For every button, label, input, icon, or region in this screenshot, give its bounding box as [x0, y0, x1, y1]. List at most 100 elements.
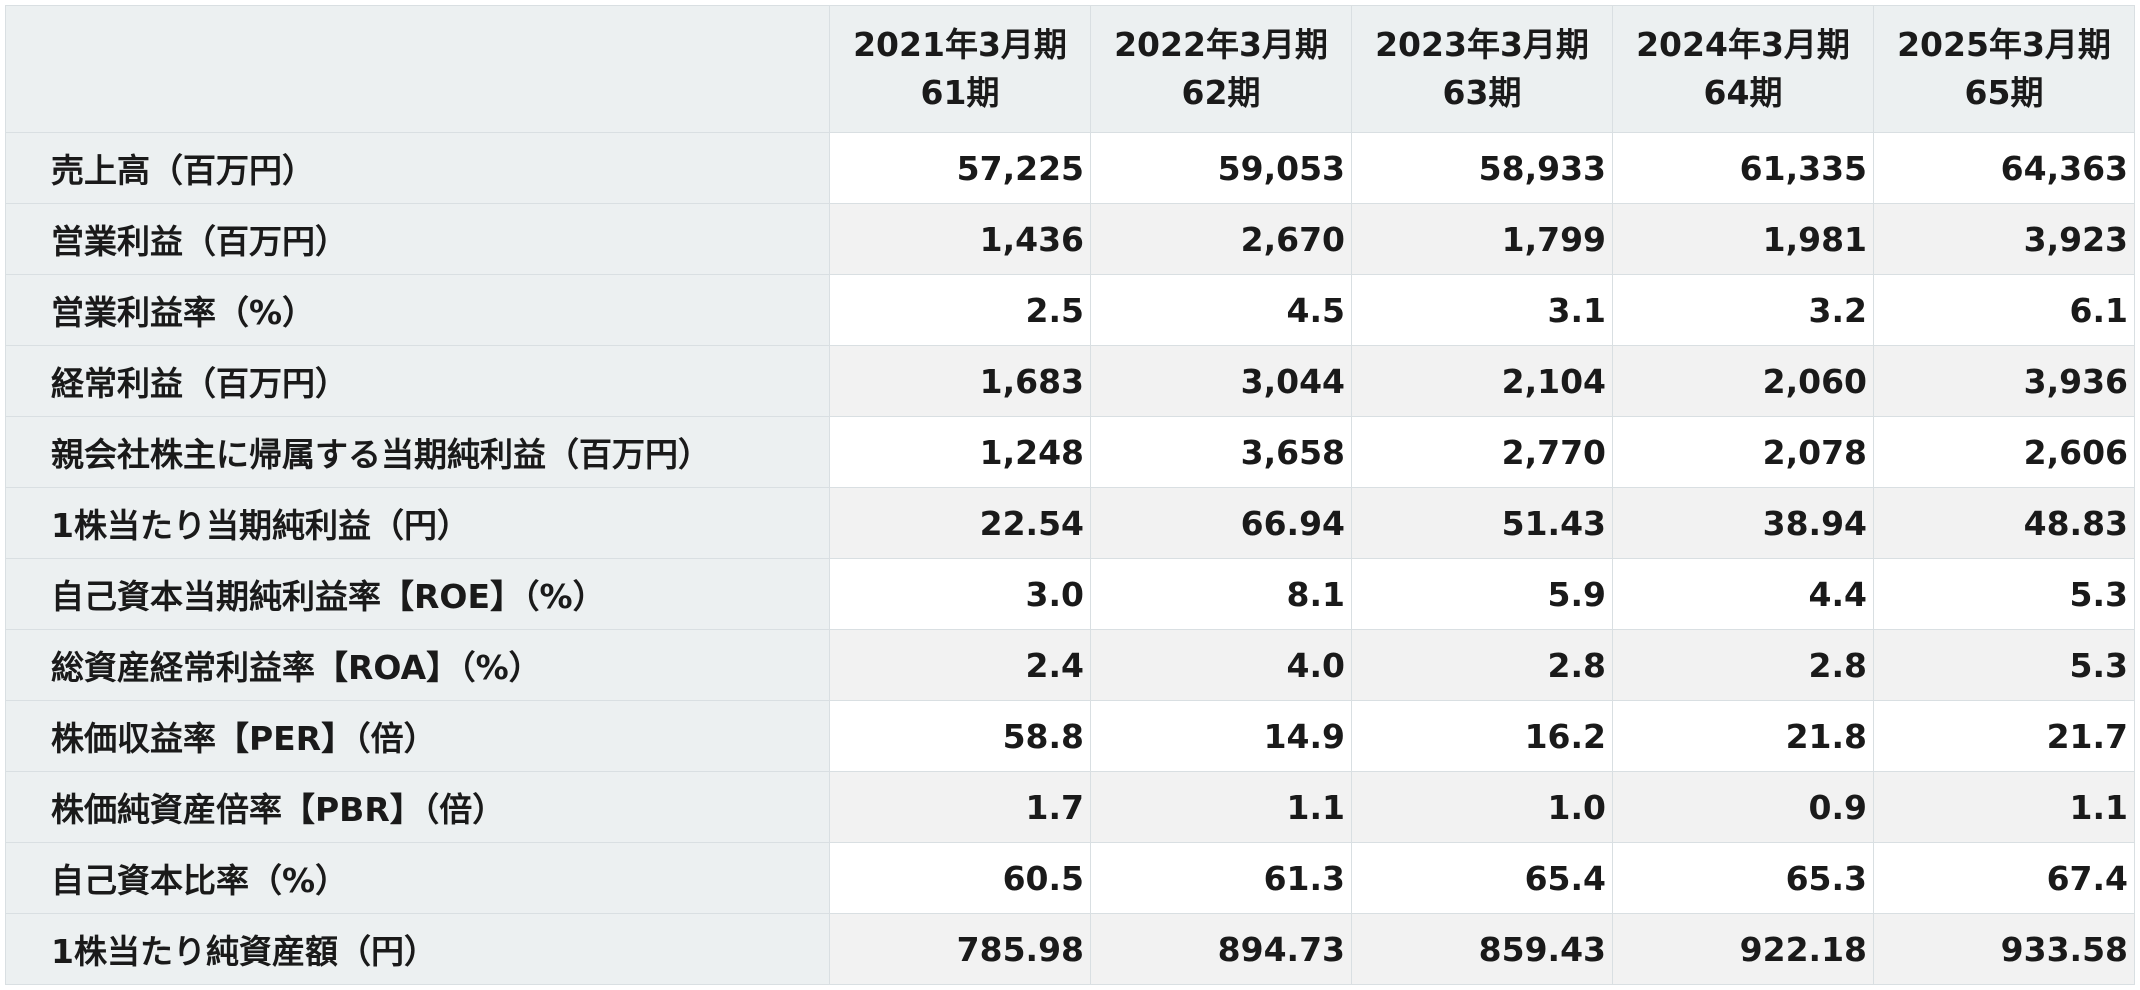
table-cell: 8.1 — [1090, 558, 1352, 630]
table-row-ordinary-income: 経常利益（百万円） 1,683 3,044 2,104 2,060 3,936 — [5, 345, 2135, 417]
table-cell: 3,936 — [1873, 345, 2135, 417]
table-cell: 2.4 — [829, 629, 1091, 701]
row-label: 親会社株主に帰属する当期純利益（百万円） — [5, 416, 830, 488]
table-cell: 4.4 — [1612, 558, 1874, 630]
table-cell: 1,981 — [1612, 203, 1874, 275]
row-label: 経常利益（百万円） — [5, 345, 830, 417]
table-cell: 21.7 — [1873, 700, 2135, 772]
column-period: 64期 — [1703, 73, 1783, 112]
table-cell: 3.0 — [829, 558, 1091, 630]
column-period: 63期 — [1442, 73, 1522, 112]
table-cell: 4.5 — [1090, 274, 1352, 346]
table-cell: 3,044 — [1090, 345, 1352, 417]
table-cell: 1.0 — [1351, 771, 1613, 843]
table-cell: 3.2 — [1612, 274, 1874, 346]
column-year: 2023年3月期 — [1375, 25, 1589, 64]
row-label: 株価純資産倍率【PBR】（倍） — [5, 771, 830, 843]
table-row-bps: 1株当たり純資産額（円） 785.98 894.73 859.43 922.18… — [5, 913, 2135, 985]
row-label: 自己資本当期純利益率【ROE】（%） — [5, 558, 830, 630]
table-cell: 1.1 — [1090, 771, 1352, 843]
table-row-roa: 総資産経常利益率【ROA】（%） 2.4 4.0 2.8 2.8 5.3 — [5, 629, 2135, 701]
table-row-operating-margin: 営業利益率（%） 2.5 4.5 3.1 3.2 6.1 — [5, 274, 2135, 346]
column-period: 65期 — [1964, 73, 2044, 112]
table-cell: 2.8 — [1351, 629, 1613, 701]
table-cell: 1,683 — [829, 345, 1091, 417]
table-cell: 3,658 — [1090, 416, 1352, 488]
table-cell: 60.5 — [829, 842, 1091, 914]
table-row-eps: 1株当たり当期純利益（円） 22.54 66.94 51.43 38.94 48… — [5, 487, 2135, 559]
table-cell: 16.2 — [1351, 700, 1613, 772]
table-cell: 6.1 — [1873, 274, 2135, 346]
table-cell: 59,053 — [1090, 132, 1352, 204]
table-row-operating-income: 営業利益（百万円） 1,436 2,670 1,799 1,981 3,923 — [5, 203, 2135, 275]
table-row-net-income-parent: 親会社株主に帰属する当期純利益（百万円） 1,248 3,658 2,770 2… — [5, 416, 2135, 488]
table-cell: 2,078 — [1612, 416, 1874, 488]
table-cell: 5.9 — [1351, 558, 1613, 630]
table-body: 売上高（百万円） 57,225 59,053 58,933 61,335 64,… — [5, 132, 2135, 985]
column-year: 2025年3月期 — [1897, 25, 2111, 64]
column-year: 2022年3月期 — [1114, 25, 1328, 64]
table-cell: 1,799 — [1351, 203, 1613, 275]
table-cell: 1,436 — [829, 203, 1091, 275]
table-cell: 1.7 — [829, 771, 1091, 843]
header-row: 2021年3月期 61期 2022年3月期 62期 2023年3月期 63期 2… — [5, 5, 2135, 133]
table-cell: 894.73 — [1090, 913, 1352, 985]
table-cell: 65.3 — [1612, 842, 1874, 914]
table-cell: 51.43 — [1351, 487, 1613, 559]
row-label: 株価収益率【PER】（倍） — [5, 700, 830, 772]
table-cell: 67.4 — [1873, 842, 2135, 914]
table-row-pbr: 株価純資産倍率【PBR】（倍） 1.7 1.1 1.0 0.9 1.1 — [5, 771, 2135, 843]
row-label: 総資産経常利益率【ROA】（%） — [5, 629, 830, 701]
table-cell: 922.18 — [1612, 913, 1874, 985]
table-cell: 785.98 — [829, 913, 1091, 985]
table-cell: 21.8 — [1612, 700, 1874, 772]
table-row-net-sales: 売上高（百万円） 57,225 59,053 58,933 61,335 64,… — [5, 132, 2135, 204]
table-cell: 2.8 — [1612, 629, 1874, 701]
table-cell: 5.3 — [1873, 629, 2135, 701]
financial-highlights-table-container: 2021年3月期 61期 2022年3月期 62期 2023年3月期 63期 2… — [5, 5, 2135, 985]
row-label: 営業利益（百万円） — [5, 203, 830, 275]
table-cell: 2,104 — [1351, 345, 1613, 417]
row-label: 1株当たり当期純利益（円） — [5, 487, 830, 559]
column-header-fy2024: 2024年3月期 64期 — [1612, 5, 1874, 133]
table-cell: 61.3 — [1090, 842, 1352, 914]
table-cell: 2.5 — [829, 274, 1091, 346]
table-cell: 0.9 — [1612, 771, 1874, 843]
table-cell: 14.9 — [1090, 700, 1352, 772]
table-cell: 58,933 — [1351, 132, 1613, 204]
row-label: 売上高（百万円） — [5, 132, 830, 204]
header-corner-cell — [5, 5, 830, 133]
table-cell: 2,770 — [1351, 416, 1613, 488]
table-cell: 64,363 — [1873, 132, 2135, 204]
column-header-fy2025: 2025年3月期 65期 — [1873, 5, 2135, 133]
table-row-roe: 自己資本当期純利益率【ROE】（%） 3.0 8.1 5.9 4.4 5.3 — [5, 558, 2135, 630]
table-cell: 4.0 — [1090, 629, 1352, 701]
table-cell: 933.58 — [1873, 913, 2135, 985]
table-header: 2021年3月期 61期 2022年3月期 62期 2023年3月期 63期 2… — [5, 5, 2135, 133]
column-year: 2024年3月期 — [1636, 25, 1850, 64]
column-period: 61期 — [920, 73, 1000, 112]
row-label: 営業利益率（%） — [5, 274, 830, 346]
column-period: 62期 — [1181, 73, 1261, 112]
row-label: 自己資本比率（%） — [5, 842, 830, 914]
table-cell: 22.54 — [829, 487, 1091, 559]
table-row-equity-ratio: 自己資本比率（%） 60.5 61.3 65.4 65.3 67.4 — [5, 842, 2135, 914]
table-cell: 58.8 — [829, 700, 1091, 772]
column-header-fy2022: 2022年3月期 62期 — [1090, 5, 1352, 133]
financial-highlights-table: 2021年3月期 61期 2022年3月期 62期 2023年3月期 63期 2… — [5, 5, 2135, 985]
table-cell: 48.83 — [1873, 487, 2135, 559]
table-row-per: 株価収益率【PER】（倍） 58.8 14.9 16.2 21.8 21.7 — [5, 700, 2135, 772]
table-cell: 66.94 — [1090, 487, 1352, 559]
column-year: 2021年3月期 — [853, 25, 1067, 64]
table-cell: 3.1 — [1351, 274, 1613, 346]
table-cell: 2,606 — [1873, 416, 2135, 488]
table-cell: 1.1 — [1873, 771, 2135, 843]
table-cell: 2,670 — [1090, 203, 1352, 275]
column-header-fy2023: 2023年3月期 63期 — [1351, 5, 1613, 133]
table-cell: 61,335 — [1612, 132, 1874, 204]
table-cell: 57,225 — [829, 132, 1091, 204]
table-cell: 65.4 — [1351, 842, 1613, 914]
row-label: 1株当たり純資産額（円） — [5, 913, 830, 985]
table-cell: 2,060 — [1612, 345, 1874, 417]
table-cell: 859.43 — [1351, 913, 1613, 985]
